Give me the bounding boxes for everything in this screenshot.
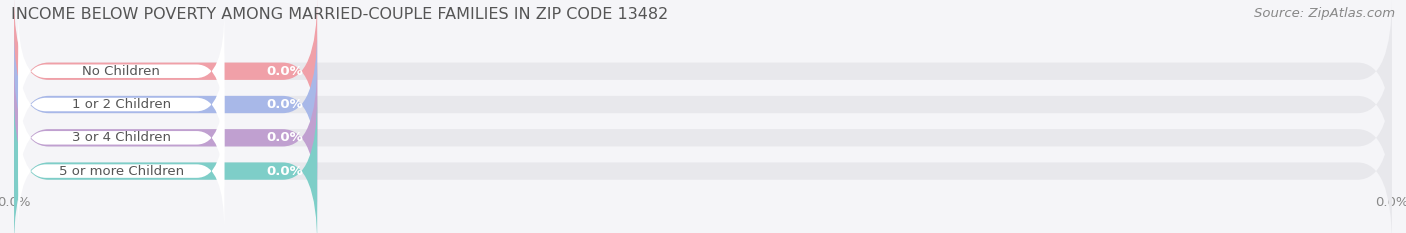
FancyBboxPatch shape xyxy=(14,63,318,212)
Text: 1 or 2 Children: 1 or 2 Children xyxy=(72,98,170,111)
Text: 0.0%: 0.0% xyxy=(267,131,304,144)
FancyBboxPatch shape xyxy=(14,63,1392,212)
Text: 3 or 4 Children: 3 or 4 Children xyxy=(72,131,170,144)
Text: 0.0%: 0.0% xyxy=(267,164,304,178)
FancyBboxPatch shape xyxy=(14,30,318,179)
FancyBboxPatch shape xyxy=(18,11,225,131)
FancyBboxPatch shape xyxy=(14,0,318,146)
FancyBboxPatch shape xyxy=(14,30,1392,179)
Text: 0.0%: 0.0% xyxy=(267,65,304,78)
Text: No Children: No Children xyxy=(83,65,160,78)
Text: INCOME BELOW POVERTY AMONG MARRIED-COUPLE FAMILIES IN ZIP CODE 13482: INCOME BELOW POVERTY AMONG MARRIED-COUPL… xyxy=(11,7,668,22)
Text: 0.0%: 0.0% xyxy=(267,98,304,111)
FancyBboxPatch shape xyxy=(18,111,225,231)
FancyBboxPatch shape xyxy=(18,78,225,198)
FancyBboxPatch shape xyxy=(14,0,1392,146)
Text: 5 or more Children: 5 or more Children xyxy=(59,164,184,178)
FancyBboxPatch shape xyxy=(14,96,318,233)
FancyBboxPatch shape xyxy=(18,45,225,164)
Text: Source: ZipAtlas.com: Source: ZipAtlas.com xyxy=(1254,7,1395,20)
FancyBboxPatch shape xyxy=(14,96,1392,233)
